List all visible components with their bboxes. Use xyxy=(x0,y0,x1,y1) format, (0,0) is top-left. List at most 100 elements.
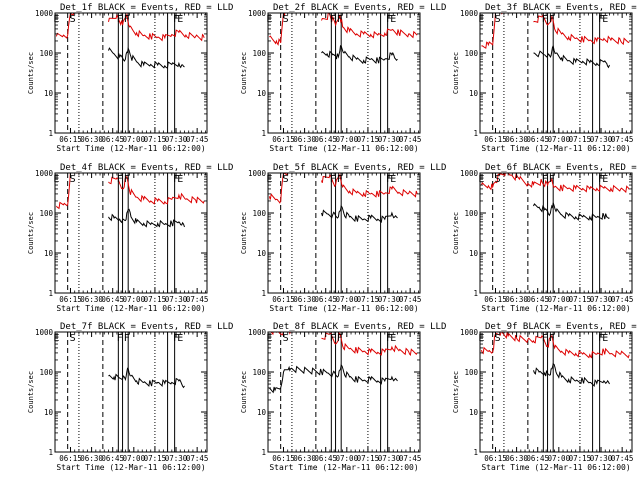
y-tick-label: 100 xyxy=(39,368,53,377)
events-series-line xyxy=(533,362,610,387)
y-tick-label: 1 xyxy=(48,448,53,457)
x-tick-label: 07:15 xyxy=(569,454,592,463)
y-axis-label: Counts/sec xyxy=(240,371,248,413)
lld-series-line xyxy=(533,14,630,46)
attitude-marker-label: F xyxy=(173,174,179,185)
attitude-marker-label: F xyxy=(337,333,343,344)
y-axis-label: Counts/sec xyxy=(27,52,35,94)
y-tick-label: 10 xyxy=(257,408,267,417)
x-tick-label: 06:30 xyxy=(293,454,316,463)
attitude-marker-label: E xyxy=(266,333,272,344)
x-tick-label: 06:15 xyxy=(272,454,295,463)
lld-series-line xyxy=(55,13,78,39)
y-tick-label: 1000 xyxy=(460,9,479,18)
x-axis-label: Start Time (12-Mar-11 06:12:00) xyxy=(269,463,418,472)
attitude-marker-label: E xyxy=(602,14,608,25)
detector-panel-3: Det_3f BLACK = Events, RED = LLD 1 10 100 10… xyxy=(452,3,640,153)
attitude-marker-label: F xyxy=(117,174,123,185)
attitude-marker-label: F xyxy=(598,333,604,344)
y-axis-label: Counts/sec xyxy=(452,212,460,254)
panel-title: Det_2f BLACK = Events, RED = LLD xyxy=(273,3,446,13)
attitude-marker-label: F xyxy=(117,333,123,344)
x-axis-label: Start Time (12-Mar-11 06:12:00) xyxy=(481,144,630,153)
y-axis-label: Counts/sec xyxy=(27,371,35,413)
x-tick-label: 07:30 xyxy=(165,454,188,463)
y-axis-label: Counts/sec xyxy=(452,371,460,413)
attitude-marker-label: E xyxy=(177,333,183,344)
x-tick-label: 06:30 xyxy=(293,295,316,304)
attitude-marker-label: E xyxy=(177,14,183,25)
attitude-marker-label: S xyxy=(70,174,76,185)
x-axis-label: Start Time (12-Mar-11 06:12:00) xyxy=(481,463,630,472)
x-tick-label: 06:30 xyxy=(505,454,528,463)
y-tick-label: 10 xyxy=(44,408,54,417)
attitude-marker-label: F xyxy=(549,174,555,185)
attitude-marker-label: F xyxy=(337,14,343,25)
y-tick-label: 10 xyxy=(257,249,267,258)
lld-series-line xyxy=(321,173,418,198)
y-tick-label: 10 xyxy=(44,249,54,258)
plot-frame xyxy=(54,331,208,453)
y-axis-label: Counts/sec xyxy=(240,212,248,254)
x-tick-label: 07:30 xyxy=(165,295,188,304)
x-tick-label: 07:45 xyxy=(186,135,209,144)
plot-frame xyxy=(54,12,208,134)
x-tick-label: 07:45 xyxy=(611,295,634,304)
x-tick-label: 06:15 xyxy=(59,454,82,463)
y-tick-label: 1000 xyxy=(248,328,267,337)
y-tick-label: 1 xyxy=(261,129,266,138)
attitude-marker-label: F xyxy=(124,333,130,344)
x-axis-label: Start Time (12-Mar-11 06:12:00) xyxy=(269,144,418,153)
x-tick-label: 06:30 xyxy=(80,135,103,144)
x-tick-label: 07:00 xyxy=(123,295,146,304)
panel-title: Det_1f BLACK = Events, RED = LLD xyxy=(60,3,233,13)
y-tick-label: 1000 xyxy=(248,169,267,178)
attitude-marker-label: F xyxy=(330,174,336,185)
plot-frame xyxy=(479,331,633,453)
x-tick-label: 07:30 xyxy=(590,135,613,144)
attitude-marker-label: F xyxy=(386,14,392,25)
panel-title: Det_8f BLACK = Events, RED = LLD xyxy=(273,322,446,332)
detector-panel-9: Det_9f BLACK = Events, RED = LLD 1 10 100 10… xyxy=(452,322,640,472)
attitude-marker-label: S xyxy=(283,333,289,344)
x-tick-label: 07:15 xyxy=(144,454,167,463)
x-tick-label: 07:30 xyxy=(590,295,613,304)
x-tick-label: 06:45 xyxy=(101,135,124,144)
x-tick-label: 06:45 xyxy=(101,454,124,463)
panel-title: Det_9f BLACK = Events, RED = LLD xyxy=(485,322,640,332)
lld-series-line xyxy=(108,13,205,42)
attitude-marker-label: F xyxy=(542,333,548,344)
attitude-marker-label: S xyxy=(283,14,289,25)
y-tick-label: 1 xyxy=(48,289,53,298)
attitude-marker-label: S xyxy=(495,14,501,25)
attitude-marker-label: F xyxy=(330,14,336,25)
x-tick-label: 06:15 xyxy=(484,454,507,463)
x-tick-label: 07:15 xyxy=(357,295,380,304)
attitude-marker-label: F xyxy=(173,14,179,25)
attitude-marker-label: F xyxy=(330,333,336,344)
x-tick-label: 06:15 xyxy=(484,295,507,304)
lld-series-line xyxy=(480,332,630,359)
x-tick-label: 07:00 xyxy=(336,295,359,304)
x-tick-label: 06:45 xyxy=(314,135,337,144)
attitude-marker-label: S xyxy=(495,333,501,344)
lld-series-line xyxy=(481,13,503,49)
attitude-marker-label: E xyxy=(478,14,484,25)
plot-frame xyxy=(54,172,208,294)
x-tick-label: 07:15 xyxy=(357,135,380,144)
attitude-marker-label: F xyxy=(598,14,604,25)
y-tick-label: 10 xyxy=(469,89,479,98)
x-tick-label: 07:30 xyxy=(165,135,188,144)
x-axis-label: Start Time (12-Mar-11 06:12:00) xyxy=(56,463,205,472)
x-tick-label: 07:45 xyxy=(399,454,422,463)
x-tick-label: 06:30 xyxy=(505,295,528,304)
y-tick-label: 100 xyxy=(464,368,478,377)
x-tick-label: 06:15 xyxy=(272,295,295,304)
attitude-marker-label: F xyxy=(386,174,392,185)
y-axis-label: Counts/sec xyxy=(452,52,460,94)
attitude-marker-label: F xyxy=(124,174,130,185)
y-tick-label: 1000 xyxy=(460,169,479,178)
y-tick-label: 1000 xyxy=(35,169,54,178)
events-series-line xyxy=(269,363,398,394)
